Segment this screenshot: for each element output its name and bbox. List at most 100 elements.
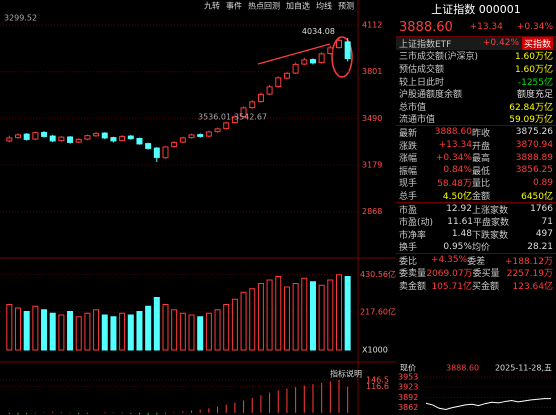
volume-bar xyxy=(15,307,22,351)
candle-body xyxy=(231,116,238,124)
quote-value: +4.35% xyxy=(430,255,468,266)
info-label: 预估成交额 xyxy=(399,64,445,75)
buy-button[interactable]: 买指数 xyxy=(522,36,554,50)
y-tick-label: 3953 xyxy=(398,373,418,382)
annotation[interactable]: 指标说明 xyxy=(330,369,362,379)
quote-label: 委比 xyxy=(399,256,418,267)
trend-line xyxy=(257,43,331,65)
etf-name: 上证指数ETF xyxy=(399,39,452,50)
quote-label: 下跌家数 xyxy=(471,230,508,241)
candle-body xyxy=(58,136,65,142)
volume-bar xyxy=(188,314,195,351)
price-row: 3888.60 +13.34 +0.34% xyxy=(396,18,556,36)
quote-label: 总手 xyxy=(399,191,418,202)
quote-value: 11.61 xyxy=(447,216,474,227)
quote-label: 平盘家数 xyxy=(473,218,510,229)
quote-row: 市盈(动) 11.61 平盘家数 71 xyxy=(396,215,556,229)
quote-value: 0.95% xyxy=(443,241,472,252)
toolbar-button[interactable]: 加自选 xyxy=(286,1,310,11)
y-tick-label: 217.60亿 xyxy=(360,306,396,316)
candle-body xyxy=(188,134,195,139)
quote-label: 最低 xyxy=(471,166,490,177)
candle-body xyxy=(23,133,30,140)
candle-body xyxy=(153,147,160,158)
quote-row: 最新 3888.60 昨收 3875.26 xyxy=(396,125,556,139)
volume-bar xyxy=(197,316,204,351)
quote-value: 105.71亿 xyxy=(431,282,472,293)
toolbar-button[interactable]: 均线 xyxy=(316,1,332,11)
volume-bar xyxy=(153,297,160,351)
change-pct: +0.34% xyxy=(516,22,554,32)
volume-bar xyxy=(171,309,178,351)
candle-body xyxy=(15,134,22,139)
candle-body xyxy=(75,138,82,143)
etf-pct: +0.42% xyxy=(482,38,519,49)
volume-bar xyxy=(119,312,126,351)
volume-bar xyxy=(283,286,290,351)
toolbar-button[interactable]: 事件 xyxy=(226,1,242,11)
quote-value: 123.64亿 xyxy=(512,282,554,293)
quote-value: 3870.94 xyxy=(515,140,554,151)
volume-bar xyxy=(145,305,152,351)
volume-bar xyxy=(249,288,256,351)
quote-row: 振幅 0.84% 最低 3856.25 xyxy=(396,164,556,177)
quote-row: 市净率 1.48 下跌家数 497 xyxy=(396,228,556,241)
info-row: 流通市值 59.09万亿 xyxy=(396,113,556,126)
quote-label: 涨跌 xyxy=(399,141,418,152)
volume-bar xyxy=(240,291,247,351)
candle-body xyxy=(292,63,299,74)
quote-value: +13.34 xyxy=(438,140,472,151)
candle-body xyxy=(197,134,204,137)
volume-bar xyxy=(75,316,82,351)
volume-bar xyxy=(223,304,230,351)
volume-bar xyxy=(67,311,74,351)
volume-bar xyxy=(179,312,186,351)
unit-label: X1000 xyxy=(362,346,388,355)
quote-label: 委差 xyxy=(467,256,486,267)
candle-body xyxy=(101,132,108,139)
volume-bar xyxy=(231,298,238,351)
volume-bar xyxy=(214,309,221,351)
candle-body xyxy=(327,47,334,55)
volume-bar xyxy=(6,304,13,351)
toolbar-button[interactable]: 热点回测 xyxy=(248,1,280,11)
candle-body xyxy=(344,41,351,60)
quote-value: 28.21 xyxy=(527,241,554,252)
candle-body xyxy=(119,135,126,142)
candle-body xyxy=(127,135,134,140)
quote-row: 换手 0.95% 均价 28.21 xyxy=(396,241,556,254)
quote-label: 涨幅 xyxy=(399,154,418,165)
candle-body xyxy=(93,132,100,137)
candle-body xyxy=(257,93,264,103)
info-value: 额度充足 xyxy=(516,90,553,101)
info-value: 59.09万亿 xyxy=(509,115,553,126)
info-label: 总市值 xyxy=(399,102,427,113)
quote-row: 总手 4.50亿 金额 6450亿 xyxy=(396,189,556,202)
quote-label: 委买量 xyxy=(472,269,500,280)
candle-body xyxy=(318,53,325,64)
quote-panel: 上证指数 000001 3888.60 +13.34 +0.34% 上证指数ETF +0.… xyxy=(396,0,556,362)
info-label: 较上日此时 xyxy=(399,77,445,88)
quote-row: 市盈 12.92 上涨家数 1766 xyxy=(396,201,556,216)
toolbar-button[interactable]: 预测 xyxy=(338,1,354,11)
quote-value: 3888.89 xyxy=(515,152,554,163)
candle-body xyxy=(309,59,316,64)
volume-bar xyxy=(301,277,308,351)
quote-value: 6450亿 xyxy=(521,191,554,202)
quote-row: 委卖量 2069.07万 委买量 2257.19万 xyxy=(396,267,556,280)
quote-value: 12.92 xyxy=(446,204,472,215)
mini-label: 现价 xyxy=(400,364,416,373)
highlight-circle xyxy=(331,36,353,78)
y-tick-label: 3892 xyxy=(398,393,418,402)
candle-body xyxy=(41,132,48,137)
volume-bar xyxy=(257,283,264,351)
info-label: 三市成交额(沪深京) xyxy=(399,52,479,63)
y-tick-label: 4112 xyxy=(362,21,382,30)
candle-body xyxy=(32,132,39,140)
info-row: 沪股通额度余额 额度充足 xyxy=(396,87,556,100)
candle-body xyxy=(136,138,143,145)
candle-body xyxy=(162,146,169,159)
toolbar-button[interactable]: 九转 xyxy=(204,1,220,11)
quote-label: 最高 xyxy=(471,154,490,165)
